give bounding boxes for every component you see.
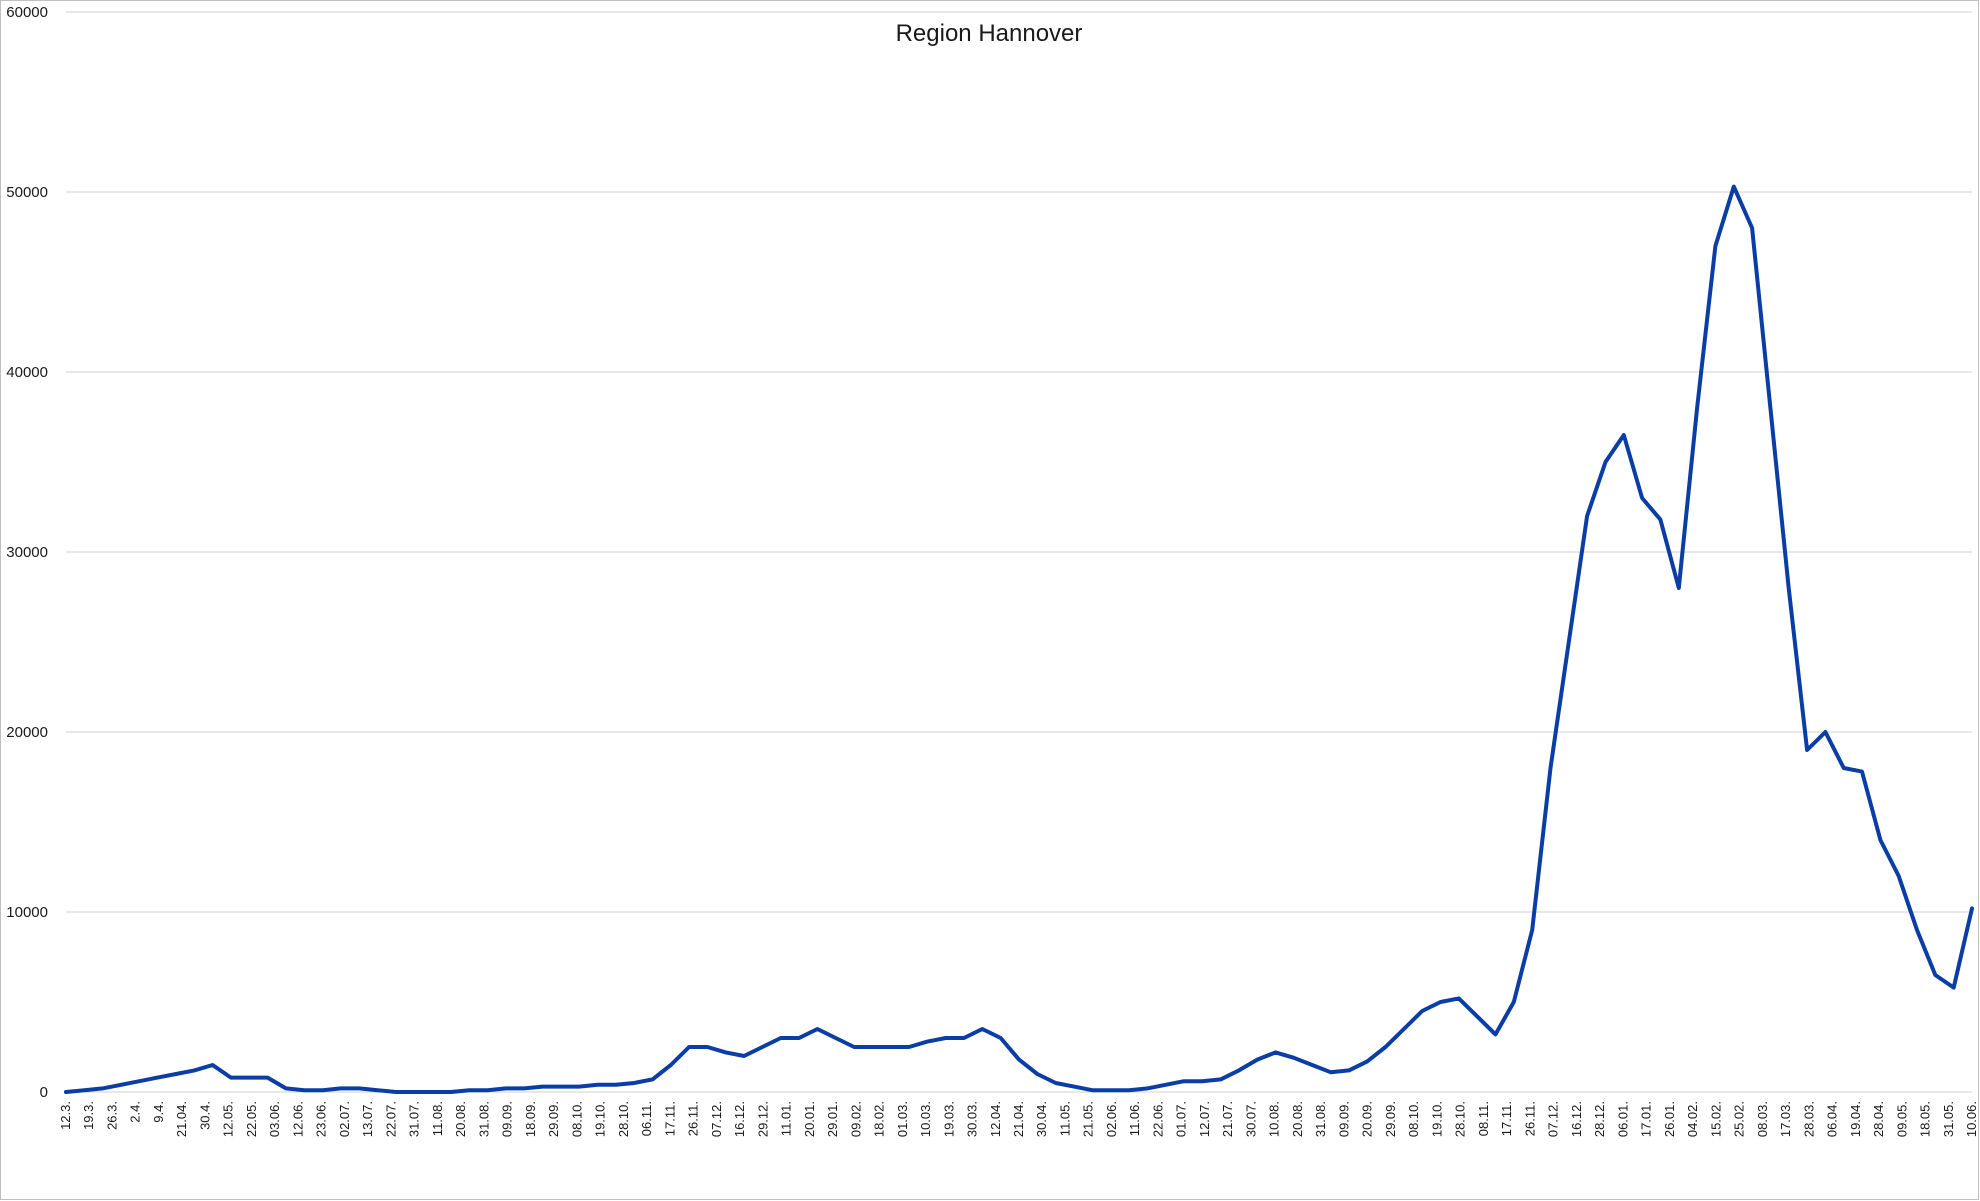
x-tick-label: 12.05. (221, 1101, 236, 1137)
x-tick-label: 16.12. (732, 1101, 747, 1137)
x-tick-label: 20.08. (453, 1101, 468, 1137)
y-tick-label: 50000 (6, 184, 48, 201)
chart-title: Region Hannover (896, 20, 1083, 47)
x-tick-label: 9.4. (151, 1101, 166, 1123)
x-tick-label: 10.08. (1267, 1101, 1282, 1137)
x-tick-label: 21.05. (1081, 1101, 1096, 1137)
x-tick-label: 29.09. (1383, 1101, 1398, 1137)
x-tick-label: 11.01. (779, 1101, 794, 1136)
x-tick-label: 11.08. (430, 1101, 445, 1136)
x-tick-label: 30.03. (965, 1101, 980, 1137)
x-tick-label: 09.05. (1894, 1101, 1909, 1137)
x-tick-label: 02.06. (1104, 1101, 1119, 1137)
x-tick-label: 01.03. (895, 1101, 910, 1137)
x-tick-label: 07.12. (1546, 1101, 1561, 1137)
x-tick-label: 09.02. (848, 1101, 863, 1137)
x-tick-label: 03.06. (267, 1101, 282, 1137)
x-tick-label: 20.09. (1360, 1101, 1375, 1137)
y-axis-ticks: 0 10000 20000 30000 40000 50000 60000 (6, 4, 48, 1101)
x-tick-label: 08.11. (1476, 1101, 1491, 1136)
x-tick-label: 19.3. (81, 1101, 96, 1130)
x-tick-label: 17.03. (1778, 1101, 1793, 1137)
x-tick-label: 07.12. (709, 1101, 724, 1137)
x-tick-label: 29.01. (825, 1101, 840, 1137)
series-line (64, 184, 1974, 1094)
x-tick-label: 09.09. (500, 1101, 515, 1137)
x-tick-label: 22.06. (1151, 1101, 1166, 1137)
x-tick-label: 26.3. (105, 1101, 120, 1130)
x-tick-label: 10.06. (1964, 1101, 1979, 1137)
x-tick-label: 31.05. (1941, 1101, 1956, 1137)
x-tick-label: 19.04. (1848, 1101, 1863, 1137)
x-tick-label: 10.03. (918, 1101, 933, 1137)
y-tick-label: 40000 (6, 364, 48, 381)
x-axis-ticks: 12.3. 19.3. 26.3. 2.4. 9.4. 21.04. 30.4. 12.05.… (58, 1101, 1979, 1137)
x-tick-label: 09.09. (1336, 1101, 1351, 1137)
x-tick-label: 17.11. (662, 1101, 677, 1136)
series-group (64, 184, 1974, 1094)
x-tick-label: 25.02. (1732, 1101, 1747, 1137)
x-tick-label: 04.02. (1685, 1101, 1700, 1137)
x-tick-label: 31.07. (407, 1101, 422, 1137)
x-tick-label: 20.08. (1290, 1101, 1305, 1137)
x-tick-label: 22.07. (383, 1101, 398, 1137)
x-tick-label: 08.10. (569, 1101, 584, 1137)
gridlines (66, 11, 1972, 1093)
x-tick-label: 11.06. (1127, 1101, 1142, 1136)
x-tick-label: 12.04. (988, 1101, 1003, 1137)
x-tick-label: 26.01. (1662, 1101, 1677, 1137)
x-tick-label: 2.4. (128, 1101, 143, 1123)
x-tick-label: 06.04. (1825, 1101, 1840, 1137)
x-tick-label: 01.07. (1174, 1101, 1189, 1137)
x-tick-label: 22.05. (244, 1101, 259, 1137)
x-tick-label: 21.07. (1220, 1101, 1235, 1137)
x-tick-label: 28.12. (1592, 1101, 1607, 1137)
x-tick-label: 31.08. (1313, 1101, 1328, 1137)
x-tick-label: 30.4. (198, 1101, 213, 1130)
x-tick-label: 26.11. (686, 1101, 701, 1136)
x-tick-label: 28.10. (1453, 1101, 1468, 1137)
x-tick-label: 11.05. (1058, 1101, 1073, 1136)
x-tick-label: 02.07. (337, 1101, 352, 1137)
x-tick-label: 12.07. (1197, 1101, 1212, 1137)
x-tick-label: 17.01. (1639, 1101, 1654, 1137)
x-tick-label: 08.03. (1755, 1101, 1770, 1137)
x-tick-label: 17.11. (1499, 1101, 1514, 1136)
x-tick-label: 06.01. (1615, 1101, 1630, 1137)
y-tick-label: 0 (40, 1084, 48, 1101)
x-tick-label: 28.04. (1871, 1101, 1886, 1137)
x-tick-label: 21.04. (1011, 1101, 1026, 1137)
x-tick-label: 19.10. (1429, 1101, 1444, 1137)
x-tick-label: 30.07. (1243, 1101, 1258, 1137)
y-tick-label: 20000 (6, 724, 48, 741)
x-tick-label: 23.06. (314, 1101, 329, 1137)
y-tick-label: 60000 (6, 4, 48, 21)
x-tick-label: 20.01. (802, 1101, 817, 1137)
x-tick-label: 08.10. (1406, 1101, 1421, 1137)
x-tick-label: 21.04. (174, 1101, 189, 1137)
x-tick-label: 15.02. (1708, 1101, 1723, 1137)
y-tick-label: 30000 (6, 544, 48, 561)
y-tick-label: 10000 (6, 904, 48, 921)
x-tick-label: 18.02. (872, 1101, 887, 1137)
x-tick-label: 16.12. (1569, 1101, 1584, 1137)
x-tick-label: 18.09. (523, 1101, 538, 1137)
x-tick-label: 06.11. (639, 1101, 654, 1136)
x-tick-label: 18.05. (1918, 1101, 1933, 1137)
x-tick-label: 19.10. (593, 1101, 608, 1137)
x-tick-label: 28.10. (616, 1101, 631, 1137)
x-tick-label: 26.11. (1522, 1101, 1537, 1136)
x-tick-label: 12.3. (58, 1101, 73, 1130)
x-tick-label: 28.03. (1801, 1101, 1816, 1137)
x-tick-label: 30.04. (1034, 1101, 1049, 1137)
x-tick-label: 13.07. (360, 1101, 375, 1137)
x-tick-label: 12.06. (290, 1101, 305, 1137)
x-tick-label: 29.12. (755, 1101, 770, 1137)
x-tick-label: 19.03. (941, 1101, 956, 1137)
x-tick-label: 29.09. (546, 1101, 561, 1137)
x-tick-label: 31.08. (476, 1101, 491, 1137)
